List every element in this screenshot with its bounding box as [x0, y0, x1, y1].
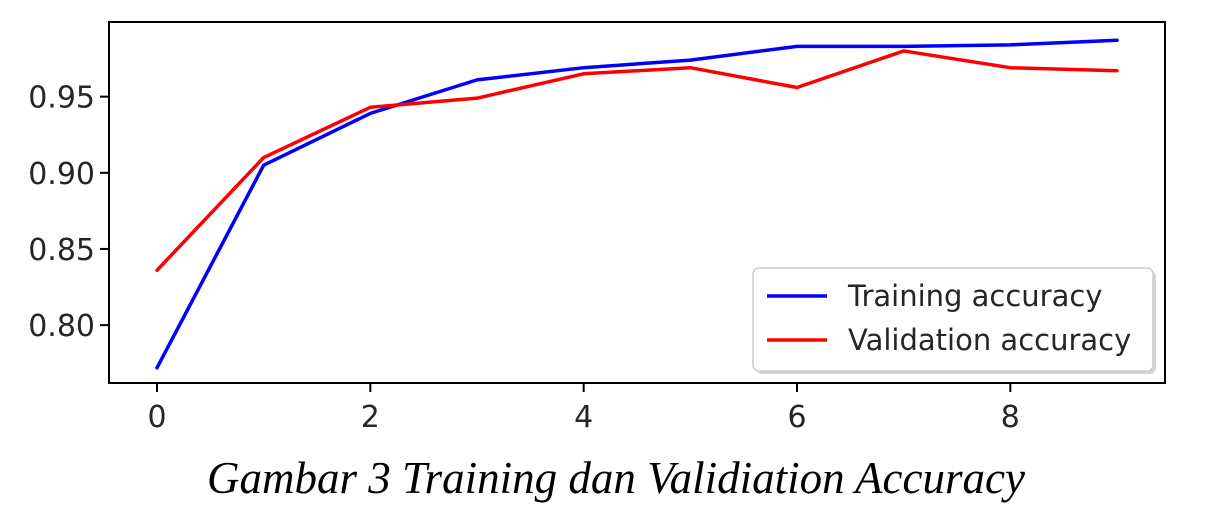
legend-label: Training accuracy	[847, 279, 1103, 313]
legend-box	[752, 267, 1154, 372]
y-axis-ticks: 0.80 0.85 0.90 0.95	[28, 81, 109, 344]
figure-caption: Gambar 3 Training dan Validiation Accura…	[207, 453, 1025, 503]
x-tick-label: 4	[574, 400, 593, 435]
x-tick-label: 6	[787, 400, 806, 435]
legend: Training accuracy Validation accuracy	[752, 267, 1156, 374]
series-line-validation	[155, 49, 1119, 273]
series-line-training	[155, 38, 1119, 370]
x-axis-ticks: 0 2 4 6 8	[147, 383, 1020, 435]
series-lines	[155, 38, 1119, 370]
x-tick-label: 2	[361, 400, 380, 435]
y-tick-label: 0.80	[28, 309, 95, 344]
y-tick-label: 0.85	[28, 233, 95, 268]
y-tick-label: 0.90	[28, 157, 95, 192]
x-tick-label: 8	[1001, 400, 1020, 435]
legend-label: Validation accuracy	[848, 323, 1131, 357]
x-tick-label: 0	[147, 400, 166, 435]
y-tick-label: 0.95	[28, 81, 95, 116]
